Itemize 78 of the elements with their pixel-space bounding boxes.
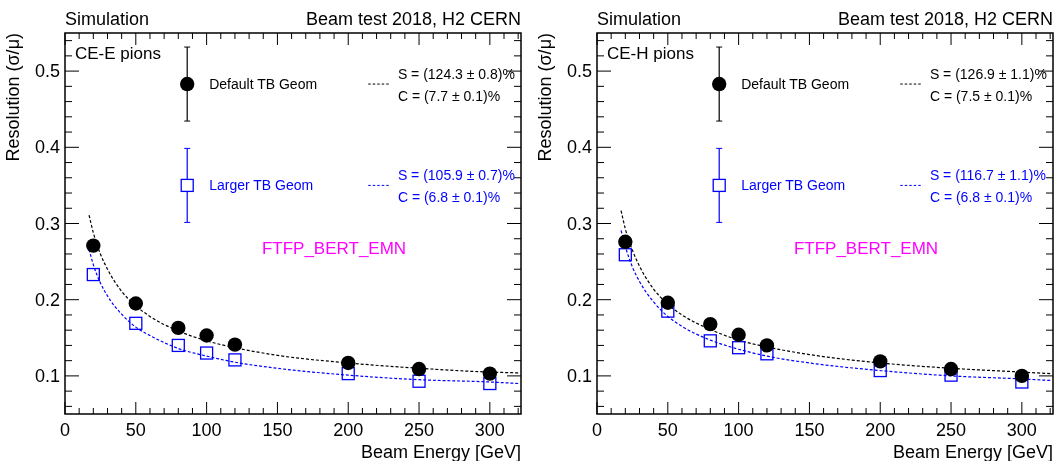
x-tick-label: 150: [794, 420, 825, 440]
legend-label: Larger TB Geom: [209, 177, 314, 194]
annotation: C = (7.5 ± 0.1)%: [929, 88, 1033, 105]
point: [129, 316, 143, 330]
y-axis-title: Resolution (σ/μ): [535, 33, 555, 162]
point: [703, 334, 717, 348]
y-tick-label: 0.4: [34, 137, 60, 158]
y-tick-label: 0.5: [566, 61, 592, 82]
annotation: C = (7.7 ± 0.1)%: [397, 88, 501, 105]
point: [1014, 368, 1030, 384]
point: [199, 328, 214, 343]
point: [227, 337, 243, 352]
point: [943, 361, 959, 377]
annotation: S = (124.3 ± 0.8)%: [397, 66, 515, 83]
point: [660, 295, 676, 310]
point: [199, 346, 214, 360]
legend-label: Larger TB Geom: [741, 177, 846, 194]
x-tick-label: 0: [59, 420, 71, 440]
legend-label: Default TB Geom: [209, 76, 318, 93]
x-tick-label: 0: [591, 420, 603, 440]
y-axis-title: Resolution (σ/μ): [3, 33, 23, 162]
annotation: S = (116.7 ± 1.1)%: [929, 167, 1046, 184]
x-tick-label: 300: [474, 420, 505, 440]
x-tick-label: 300: [1006, 420, 1037, 440]
x-tick-label: 100: [723, 420, 754, 440]
annotation: FTFP_BERT_EMN: [261, 238, 407, 258]
point: [128, 296, 144, 311]
x-axis-title: Beam Energy [GeV]: [360, 442, 521, 461]
point: [171, 320, 186, 336]
x-axis-title: Beam Energy [GeV]: [892, 442, 1053, 461]
point: [228, 353, 242, 367]
point: [703, 316, 718, 332]
y-tick-label: 0.2: [566, 289, 592, 310]
point: [483, 376, 497, 391]
legend-label: Default TB Geom: [741, 76, 850, 93]
y-tick-label: 0.1: [34, 365, 60, 386]
x-tick-label: 250: [404, 420, 435, 440]
y-tick-label: 0.1: [566, 365, 592, 386]
point: [341, 366, 355, 381]
annotation: CE-E pions: [75, 44, 161, 63]
chart-subtitle: Beam test 2018, H2 CERN: [837, 9, 1053, 29]
point: [171, 338, 185, 353]
annotation: FTFP_BERT_EMN: [793, 238, 939, 258]
y-tick-label: 0.3: [34, 213, 60, 234]
x-tick-label: 50: [125, 420, 146, 440]
point: [760, 347, 774, 361]
annotation: S = (126.9 ± 1.1)%: [929, 66, 1047, 83]
point: [618, 248, 632, 262]
x-tick-label: 100: [191, 420, 222, 440]
point: [618, 234, 633, 249]
y-tick-label: 0.2: [34, 289, 60, 310]
annotation: CE-H pions: [607, 44, 694, 63]
point: [759, 338, 775, 353]
point: [873, 363, 887, 378]
point: [86, 238, 101, 253]
point: [873, 354, 888, 369]
point: [731, 341, 746, 355]
point: [731, 327, 746, 342]
point: [412, 374, 426, 388]
y-tick-label: 0.4: [566, 137, 592, 158]
point: [661, 304, 675, 318]
point: [482, 366, 498, 381]
x-tick-label: 50: [657, 420, 678, 440]
x-tick-label: 200: [865, 420, 896, 440]
annotation: C = (6.8 ± 0.1)%: [397, 189, 501, 206]
x-tick-label: 250: [936, 420, 967, 440]
point: [341, 355, 356, 371]
point: [411, 361, 427, 377]
point: [86, 267, 100, 282]
annotation: C = (6.8 ± 0.1)%: [929, 189, 1033, 206]
y-tick-label: 0.5: [34, 61, 60, 82]
chart-subtitle: Beam test 2018, H2 CERN: [305, 9, 521, 29]
chart-title: Simulation: [65, 9, 150, 29]
x-tick-label: 150: [262, 420, 293, 440]
y-tick-label: 0.3: [566, 213, 592, 234]
x-tick-label: 200: [333, 420, 364, 440]
chart-title: Simulation: [597, 9, 682, 29]
annotation: S = (105.9 ± 0.7)%: [397, 167, 515, 184]
